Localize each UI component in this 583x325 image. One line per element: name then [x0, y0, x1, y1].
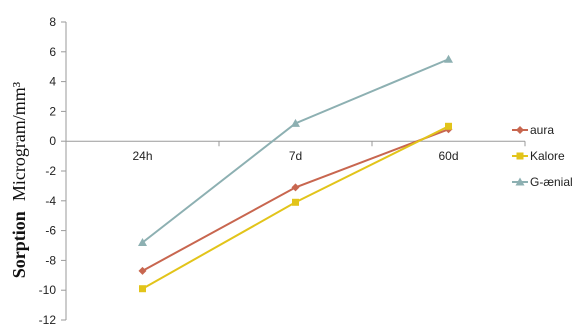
- data-point: [292, 198, 299, 206]
- svg-text:SorptionMicrogram/mm³: Sorption Microgram/mm³: [9, 81, 29, 278]
- y-tick-label: 4: [49, 75, 56, 89]
- legend-marker: [515, 177, 525, 186]
- series-group: [138, 54, 453, 293]
- legend-item: G-ænial: [512, 175, 573, 189]
- legend-label: G-ænial: [530, 175, 573, 189]
- legend-item: aura: [512, 123, 554, 137]
- y-tick-label: -8: [45, 253, 56, 267]
- legend-label: aura: [530, 123, 554, 137]
- y-tick-label: 6: [49, 45, 56, 59]
- x-tick-label: 24h: [132, 149, 152, 163]
- y-tick-label: 2: [49, 104, 56, 118]
- legend-item: Kalore: [512, 149, 565, 163]
- data-point: [445, 122, 452, 130]
- y-tick-label: -12: [39, 313, 57, 325]
- legend-marker: [516, 126, 524, 134]
- y-tick-label: -2: [45, 164, 56, 178]
- y-tick-label: -4: [45, 194, 56, 208]
- data-point: [139, 285, 146, 293]
- legend-marker: [516, 152, 524, 160]
- x-tick-label: 60d: [438, 149, 458, 163]
- y-axis-title-bold: Sorption: [9, 211, 29, 278]
- y-tick-label: 0: [49, 134, 56, 148]
- y-tick-label: -6: [45, 224, 56, 238]
- y-tick-label: -10: [39, 283, 57, 297]
- series-kalore: [139, 122, 452, 293]
- y-axis-title-unit: Microgram/mm³: [9, 81, 29, 201]
- y-axis-title: Sorption Microgram/mm³: [9, 81, 29, 278]
- y-ticks: -12 -10 -8 -6 -4 -2 0 2 4 6 8: [39, 15, 66, 325]
- legend-label: Kalore: [530, 149, 565, 163]
- x-tick-label: 7d: [289, 149, 302, 163]
- series-g-nial: [138, 54, 453, 247]
- data-point: [138, 266, 147, 275]
- data-point: [444, 54, 453, 63]
- x-ticks: 24h 7d 60d: [65, 141, 526, 163]
- y-tick-label: 8: [49, 15, 56, 29]
- data-point: [138, 238, 147, 247]
- data-point: [291, 118, 300, 127]
- data-point: [291, 183, 300, 192]
- legend: aura Kalore G-ænial: [512, 123, 573, 189]
